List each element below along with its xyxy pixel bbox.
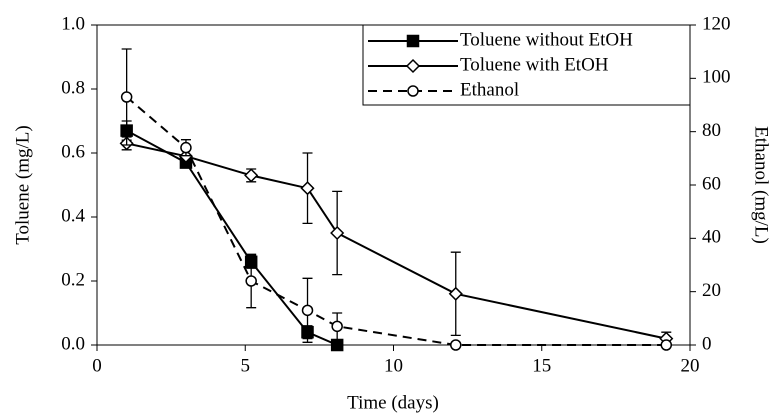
marker — [330, 225, 345, 241]
y2-tick-label: 100 — [702, 67, 731, 88]
x-tick-label: 15 — [532, 355, 551, 376]
marker — [407, 85, 419, 97]
marker — [448, 286, 463, 301]
marker — [300, 181, 315, 196]
y2-tick-label: 40 — [702, 227, 721, 248]
marker — [120, 91, 133, 103]
y-tick-label: 0.6 — [61, 141, 85, 162]
x-tick-label: 5 — [241, 355, 251, 376]
series-line — [126, 142, 667, 340]
marker — [660, 339, 673, 351]
y-tick-label: 0.4 — [61, 205, 85, 226]
y2-tick-label: 60 — [702, 173, 721, 194]
x-axis-label: Time (days) — [347, 392, 439, 413]
y-tick-label: 1.0 — [61, 13, 85, 34]
legend-label: Toluene without EtOH — [460, 29, 633, 50]
marker — [406, 34, 420, 48]
legend-label: Ethanol — [460, 79, 519, 100]
marker — [245, 275, 257, 287]
marker — [180, 141, 192, 154]
marker — [331, 320, 343, 333]
legend-label: Toluene with EtOH — [460, 54, 609, 75]
marker — [301, 304, 314, 317]
y2-tick-label: 80 — [702, 120, 721, 141]
y2-tick-label: 120 — [702, 13, 731, 34]
marker — [405, 58, 421, 74]
marker — [450, 339, 462, 351]
marker — [244, 168, 259, 183]
y-tick-label: 0.2 — [61, 269, 85, 290]
y-axis-label: Toluene (mg/L) — [12, 125, 33, 245]
marker — [330, 338, 344, 352]
y2-tick-label: 20 — [702, 280, 721, 301]
y-tick-label: 0.8 — [61, 77, 85, 98]
y2-axis-label: Ethanol (mg/L) — [751, 126, 772, 244]
series-line — [126, 96, 667, 346]
y-tick-label: 0.0 — [61, 333, 85, 354]
x-tick-label: 20 — [681, 355, 700, 376]
x-tick-label: 10 — [384, 355, 403, 376]
x-tick-label: 0 — [92, 355, 102, 376]
y2-tick-label: 0 — [702, 333, 712, 354]
